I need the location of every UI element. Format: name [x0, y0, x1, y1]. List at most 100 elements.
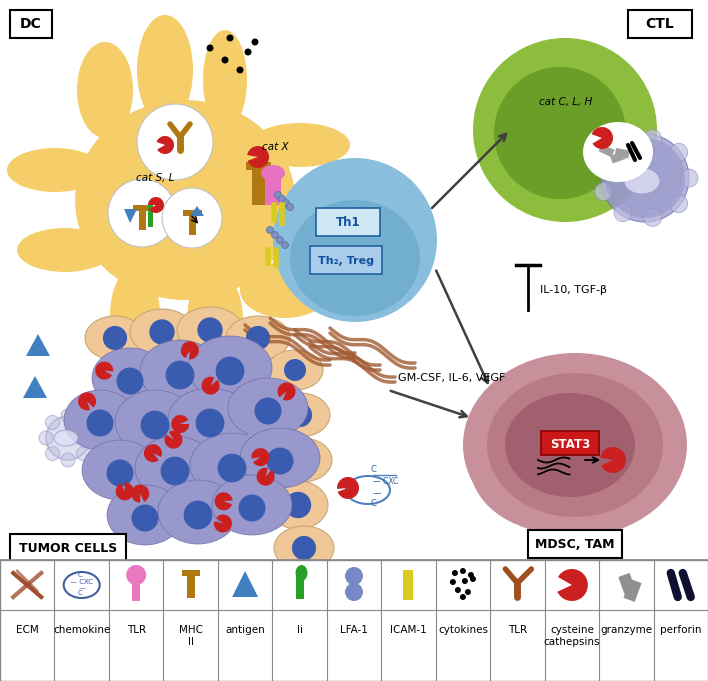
Text: ECM: ECM	[16, 625, 39, 635]
Bar	[610, 151, 626, 163]
Ellipse shape	[228, 378, 308, 438]
Circle shape	[106, 460, 134, 486]
Text: antigen: antigen	[225, 625, 265, 635]
Ellipse shape	[250, 123, 350, 167]
Circle shape	[455, 587, 461, 593]
Ellipse shape	[190, 433, 274, 497]
Circle shape	[207, 44, 214, 52]
Text: — CXC: — CXC	[70, 579, 93, 585]
Wedge shape	[181, 341, 199, 360]
Wedge shape	[247, 146, 269, 168]
Wedge shape	[171, 415, 189, 433]
Text: CTL: CTL	[646, 17, 675, 31]
Circle shape	[285, 492, 312, 518]
Circle shape	[460, 594, 466, 600]
Circle shape	[198, 317, 222, 343]
Ellipse shape	[463, 353, 687, 537]
Ellipse shape	[295, 565, 307, 581]
Circle shape	[39, 431, 53, 445]
Ellipse shape	[255, 198, 365, 242]
Circle shape	[83, 431, 97, 445]
Ellipse shape	[274, 526, 334, 570]
Circle shape	[117, 368, 144, 394]
Circle shape	[195, 409, 224, 437]
Ellipse shape	[17, 228, 113, 272]
Ellipse shape	[583, 122, 653, 182]
Text: perforin: perforin	[660, 625, 702, 635]
Text: cytokines: cytokines	[438, 625, 488, 635]
Wedge shape	[164, 430, 183, 449]
Ellipse shape	[525, 383, 655, 487]
Polygon shape	[124, 209, 137, 223]
Circle shape	[284, 359, 306, 381]
Circle shape	[266, 227, 273, 234]
Circle shape	[282, 200, 290, 206]
Circle shape	[292, 536, 316, 560]
Circle shape	[470, 576, 476, 582]
Ellipse shape	[115, 390, 195, 454]
FancyBboxPatch shape	[541, 431, 599, 455]
Text: TLR: TLR	[508, 625, 527, 635]
Circle shape	[473, 38, 657, 222]
Text: cat S, L: cat S, L	[136, 173, 174, 183]
Circle shape	[595, 155, 612, 174]
Ellipse shape	[158, 480, 238, 544]
Circle shape	[468, 572, 474, 578]
Ellipse shape	[54, 430, 78, 446]
Wedge shape	[144, 444, 162, 462]
Circle shape	[141, 411, 169, 439]
FancyBboxPatch shape	[310, 246, 382, 274]
Bar	[189, 213, 196, 235]
Ellipse shape	[92, 348, 168, 408]
Text: —: —	[78, 585, 85, 591]
Ellipse shape	[187, 270, 243, 370]
Circle shape	[282, 242, 288, 249]
Text: STAT3: STAT3	[550, 437, 590, 451]
Circle shape	[601, 134, 689, 222]
Circle shape	[108, 179, 176, 247]
Ellipse shape	[130, 309, 194, 355]
Ellipse shape	[261, 165, 285, 181]
Polygon shape	[26, 334, 50, 356]
Text: GM-CSF, IL-6, VEGF: GM-CSF, IL-6, VEGF	[398, 373, 506, 383]
Wedge shape	[96, 362, 113, 379]
Text: chemokine: chemokine	[53, 625, 110, 635]
Bar	[183, 210, 202, 216]
Ellipse shape	[168, 388, 252, 452]
Circle shape	[287, 204, 294, 210]
Circle shape	[462, 578, 468, 584]
Text: Th1: Th1	[336, 217, 360, 229]
Circle shape	[605, 138, 685, 218]
Circle shape	[452, 570, 458, 576]
Text: C: C	[370, 465, 376, 474]
Ellipse shape	[505, 393, 635, 497]
Circle shape	[61, 453, 75, 467]
Circle shape	[450, 579, 456, 585]
Wedge shape	[256, 468, 275, 486]
FancyBboxPatch shape	[528, 530, 622, 558]
Circle shape	[290, 448, 314, 472]
Bar	[0, 560, 708, 681]
Circle shape	[166, 361, 195, 390]
Bar	[246, 162, 271, 170]
Ellipse shape	[510, 365, 680, 495]
Text: granzyme: granzyme	[600, 625, 652, 635]
Circle shape	[61, 409, 75, 423]
Ellipse shape	[85, 316, 145, 360]
Text: —: —	[373, 489, 382, 498]
FancyBboxPatch shape	[10, 10, 52, 38]
Circle shape	[76, 415, 91, 430]
Wedge shape	[557, 569, 588, 601]
Ellipse shape	[135, 436, 215, 500]
Text: cysteine
cathepsins: cysteine cathepsins	[544, 625, 600, 646]
Ellipse shape	[110, 267, 160, 363]
Circle shape	[614, 204, 632, 221]
Circle shape	[278, 195, 285, 202]
Wedge shape	[115, 482, 134, 501]
Text: TUMOR CELLS: TUMOR CELLS	[19, 543, 117, 556]
Ellipse shape	[624, 168, 660, 194]
Circle shape	[103, 326, 127, 350]
Text: IL-10, TGF-β: IL-10, TGF-β	[540, 285, 607, 295]
Bar	[132, 579, 140, 601]
Circle shape	[86, 409, 113, 437]
